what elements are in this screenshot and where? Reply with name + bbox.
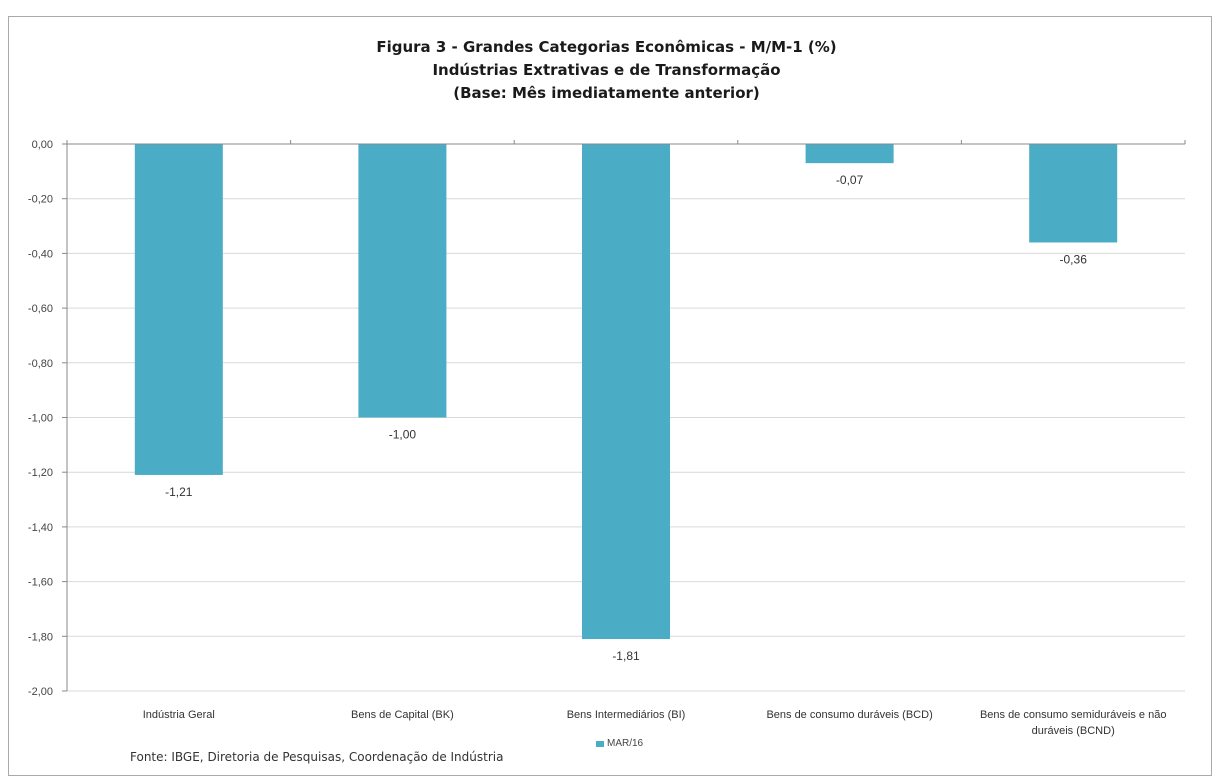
bar: [1029, 144, 1118, 243]
data-label: -1,00: [389, 428, 417, 442]
y-tick-label: -1,80: [28, 631, 53, 643]
bar: [134, 144, 223, 475]
category-label: Bens de Capital (BK): [351, 709, 454, 721]
bar: [805, 144, 894, 164]
data-label: -0,07: [836, 173, 864, 187]
data-label: -1,21: [165, 485, 193, 499]
legend: MAR/16: [596, 738, 643, 749]
y-tick-label: -0,60: [28, 303, 53, 315]
y-tick-label: 0,00: [32, 139, 53, 151]
y-tick-label: -0,20: [28, 194, 53, 206]
bar: [358, 144, 447, 418]
legend-label: MAR/16: [607, 738, 644, 749]
data-label: -0,36: [1060, 252, 1088, 266]
chart-subtitle-base: (Base: Mês imediatamente anterior): [453, 84, 760, 102]
legend-swatch: [596, 740, 604, 747]
category-label: Indústria Geral: [142, 709, 215, 721]
category-label: Bens de consumo semiduráveis e não duráv…: [979, 709, 1167, 737]
bar: [582, 144, 670, 640]
y-tick-label: -1,60: [28, 577, 53, 589]
category-label: Bens de consumo duráveis (BCD): [766, 709, 933, 721]
chart-title: Figura 3 - Grandes Categorias Econômicas…: [376, 38, 837, 56]
y-tick-label: -1,40: [28, 522, 53, 534]
source-note: Fonte: IBGE, Diretoria de Pesquisas, Coo…: [130, 750, 504, 764]
y-tick-label: -1,00: [28, 413, 53, 425]
y-tick-label: -0,80: [28, 358, 53, 370]
y-tick-label: -1,20: [28, 467, 53, 479]
category-label: Bens Intermediários (BI): [566, 709, 686, 721]
y-tick-label: -2,00: [28, 686, 53, 698]
y-tick-label: -0,40: [28, 248, 53, 260]
data-label: -1,81: [612, 649, 640, 663]
chart-subtitle: Indústrias Extrativas e de Transformação: [432, 61, 781, 79]
